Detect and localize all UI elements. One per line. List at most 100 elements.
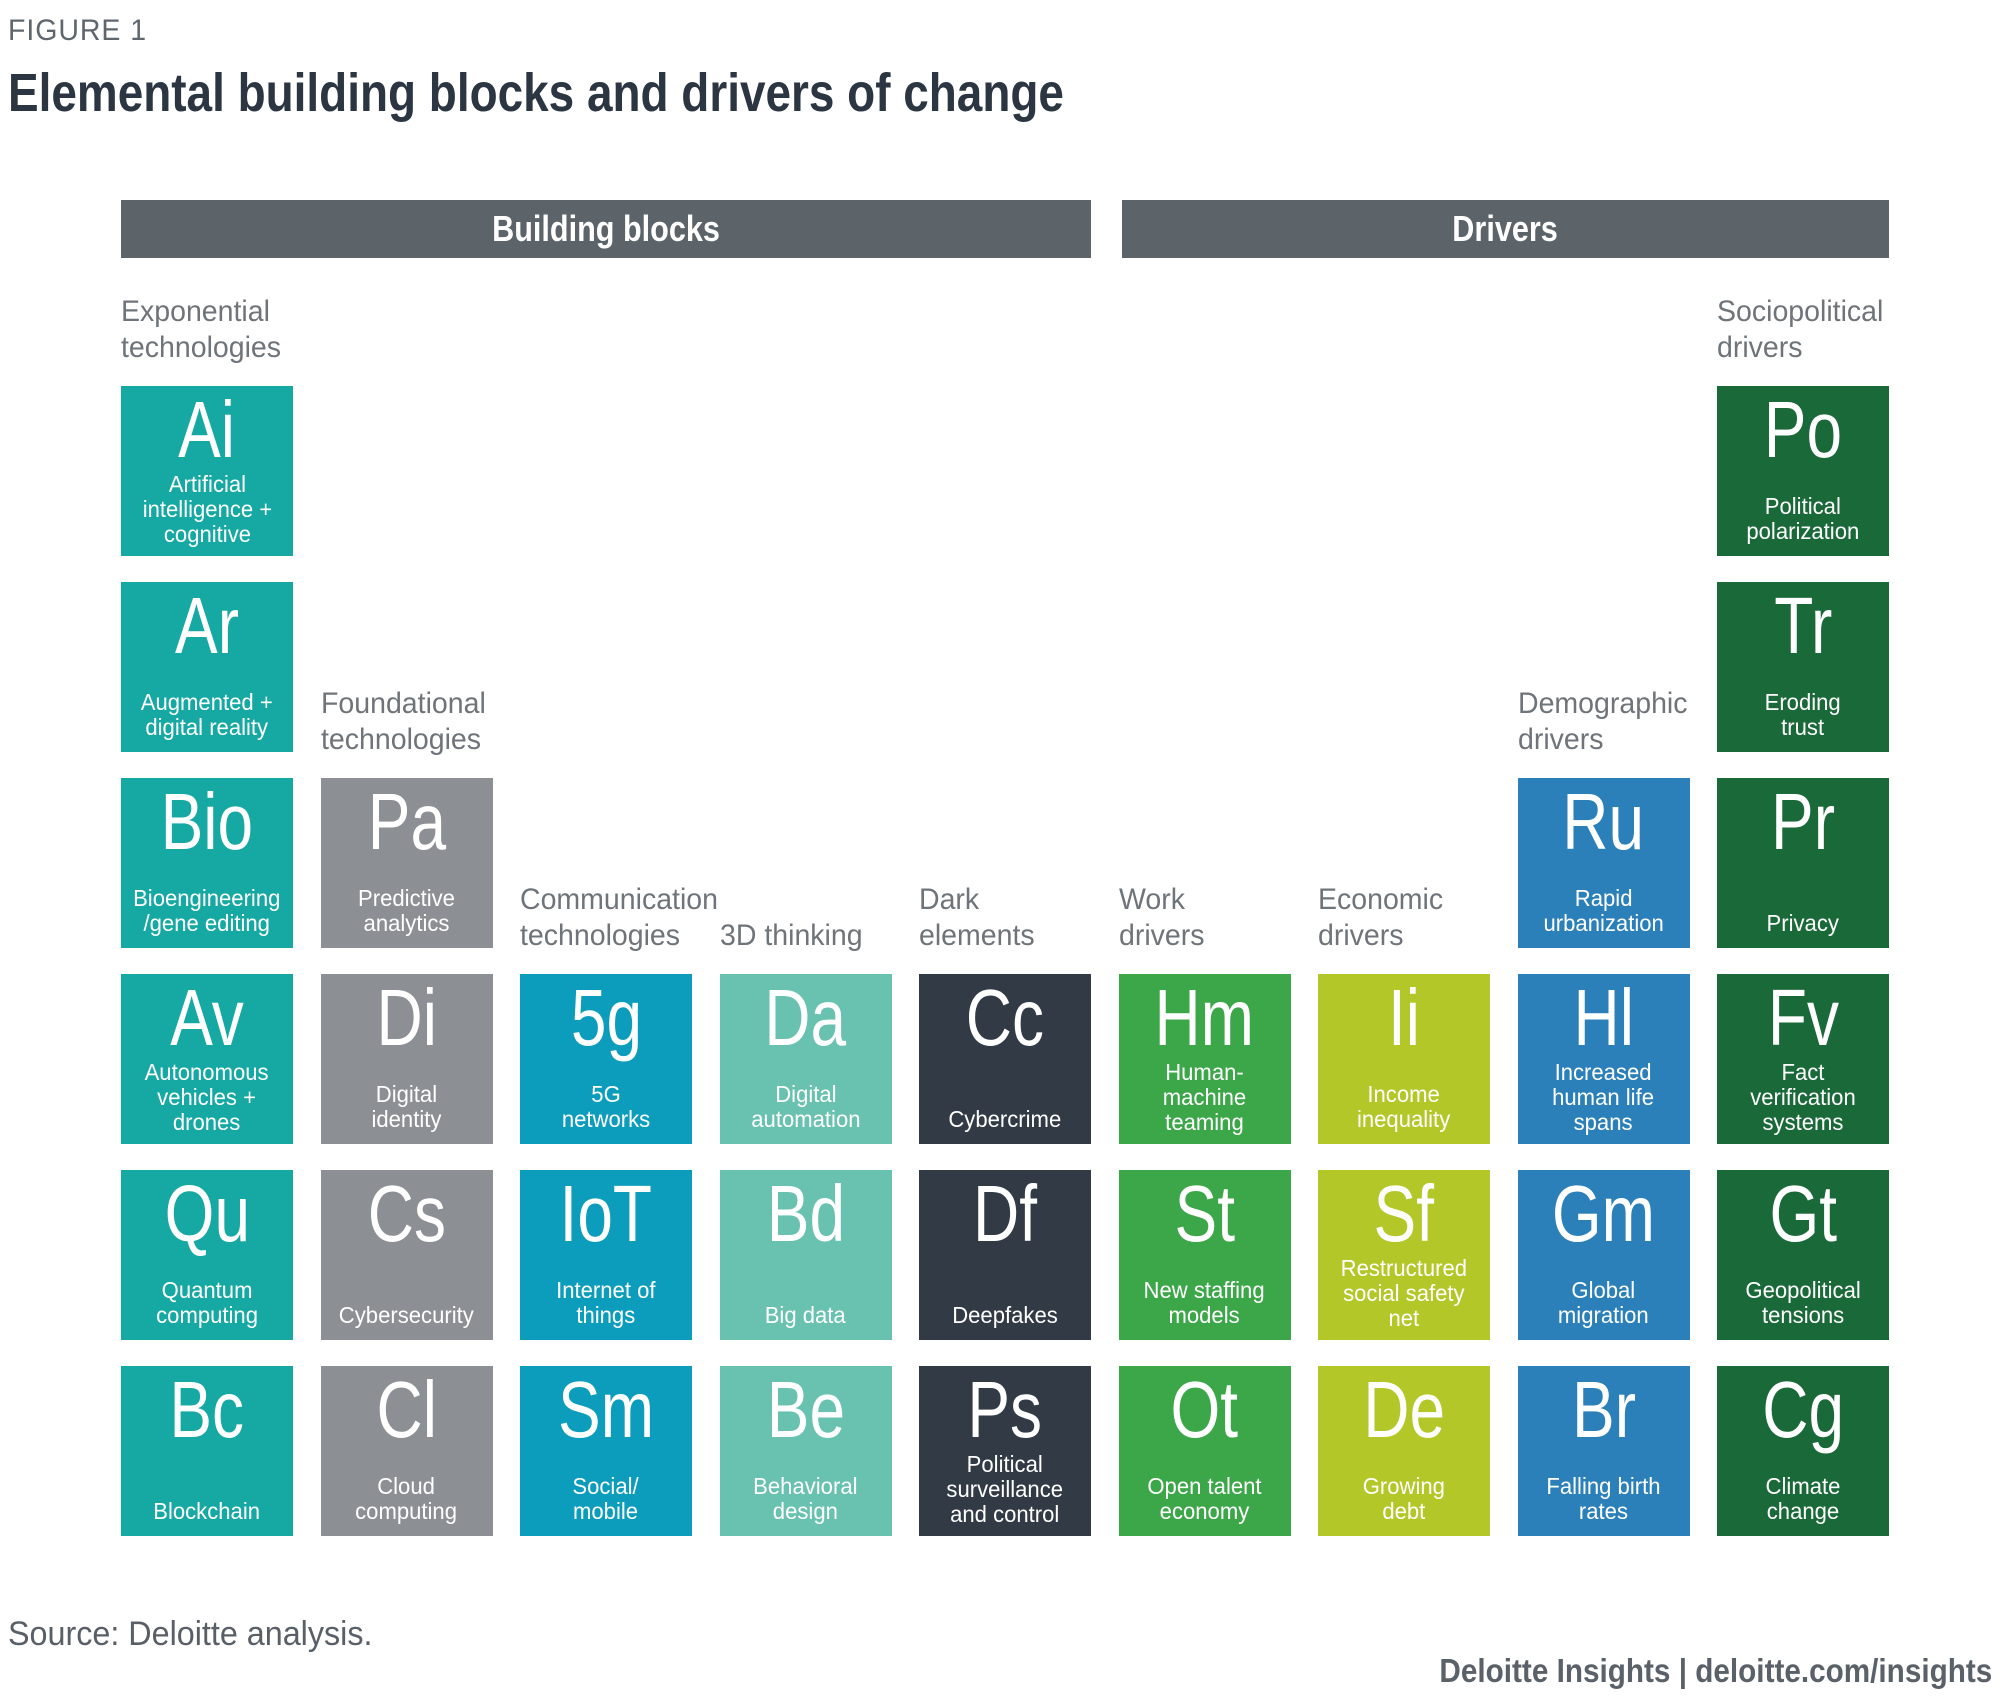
element-name: Augmented + digital reality (141, 689, 273, 740)
element-tile-Bio: Bio Bioengineering /gene editing (121, 778, 293, 948)
element-tile-St: St New staffing models (1118, 1169, 1291, 1340)
element-tile-Pr: Pr Privacy (1717, 778, 1889, 948)
group-header-drivers-label: Drivers (1452, 208, 1559, 249)
element-symbol: Hm (1154, 973, 1255, 1062)
element-symbol: Av (170, 973, 244, 1062)
element-tile-Di: Di Digital identity (320, 973, 493, 1144)
element-name: Autonomous vehicles + drones (145, 1059, 269, 1135)
element-name: Privacy (1766, 910, 1840, 936)
element-tile-Bc: Bc Blockchain (121, 1366, 293, 1536)
element-symbol: 5g (570, 973, 642, 1062)
element-tile-Gt: Gt Geopolitical tensions (1717, 1170, 1889, 1340)
element-name: Increased human life spans (1552, 1059, 1655, 1135)
element-name: Artificial intelligence + cognitive (142, 471, 272, 547)
element-symbol: Be (766, 1365, 845, 1454)
element-tile-Br: Br Falling birth rates (1517, 1366, 1690, 1536)
element-symbol: Bd (766, 1169, 845, 1258)
element-tile-5g: 5g 5G networks (520, 974, 692, 1144)
element-symbol: Bio (160, 777, 254, 866)
element-tile-Be: Be Behavioral design (719, 1365, 892, 1536)
element-symbol: Df (973, 1169, 1037, 1258)
element-tile-Ii: Ii Income inequality (1318, 974, 1490, 1144)
element-symbol: Bc (169, 1365, 245, 1454)
element-name: Eroding trust (1764, 689, 1842, 740)
element-symbol: Cc (965, 973, 1045, 1062)
element-name: Restructured social safety net (1340, 1255, 1468, 1331)
element-name: Behavioral design (753, 1473, 858, 1524)
element-name: Bioengineering /gene editing (133, 885, 281, 936)
element-name: Digital automation (750, 1081, 861, 1132)
element-name: Open talent economy (1147, 1473, 1262, 1524)
element-symbol: Cs (367, 1169, 446, 1258)
element-tile-De: De Growing debt (1318, 1366, 1490, 1536)
element-tile-Cc: Cc Cybercrime (919, 974, 1091, 1144)
element-symbol: IoT (559, 1169, 653, 1258)
column-label-demographic-drivers: Demographic drivers (1517, 687, 1688, 756)
element-tile-Gm: Gm Global migration (1517, 1169, 1690, 1340)
group-header-building-blocks-label: Building blocks (492, 208, 720, 249)
element-name: Human- machine teaming (1162, 1059, 1247, 1135)
column-label-communication-technologies: Communication technologies (520, 883, 719, 952)
column-label-foundational-technologies: Foundational technologies (320, 687, 486, 756)
element-name: Growing debt (1362, 1473, 1446, 1524)
element-name: Blockchain (153, 1498, 261, 1524)
element-tile-Po: Po Political polarization (1717, 386, 1889, 556)
element-name: Climate change (1765, 1473, 1841, 1524)
element-tile-Cl: Cl Cloud computing (320, 1365, 493, 1536)
element-tile-Da: Da Digital automation (719, 973, 892, 1144)
element-tile-Cg: Cg Climate change (1717, 1366, 1889, 1536)
element-tile-Fv: Fv Fact verification systems (1717, 974, 1889, 1144)
element-name: Falling birth rates (1546, 1473, 1661, 1524)
element-symbol: St (1174, 1169, 1235, 1258)
element-symbol: Pa (367, 777, 446, 866)
element-tile-Hm: Hm Human- machine teaming (1118, 973, 1291, 1144)
column-label-dark-elements: Dark elements (919, 883, 1035, 952)
element-symbol: De (1363, 1365, 1445, 1454)
element-tile-Ot: Ot Open talent economy (1118, 1366, 1291, 1536)
element-symbol: Tr (1773, 581, 1833, 670)
element-symbol: Qu (164, 1169, 250, 1258)
element-tile-IoT: IoT Internet of things (520, 1170, 692, 1340)
element-symbol: Gm (1551, 1169, 1656, 1258)
element-name: Quantum computing (156, 1277, 258, 1328)
element-name: Big data (764, 1302, 847, 1328)
element-tile-Hl: Hl Increased human life spans (1517, 974, 1690, 1144)
element-tile-Sf: Sf Restructured social safety net (1318, 1170, 1490, 1340)
element-name: Global migration (1558, 1277, 1649, 1328)
element-name: Deepfakes (952, 1302, 1058, 1328)
figure-title: Elemental building blocks and drivers of… (8, 63, 1064, 123)
column-label-3d-thinking: 3D thinking (719, 919, 863, 952)
element-symbol: Cl (376, 1365, 437, 1454)
element-name: Income inequality (1357, 1081, 1451, 1132)
element-name: Cloud computing (355, 1473, 458, 1524)
source-note: Source: Deloitte analysis. (8, 1615, 373, 1653)
element-name: Internet of things (556, 1277, 656, 1328)
element-symbol: Sm (558, 1365, 654, 1454)
element-tile-Av: Av Autonomous vehicles + drones (121, 974, 293, 1144)
element-symbol: Ii (1388, 973, 1420, 1062)
deloitte-insights-footer: Deloitte Insights | deloitte.com/insight… (1439, 1652, 1992, 1689)
element-symbol: Pr (1771, 777, 1835, 866)
element-tile-Ai: Ai Artificial intelligence + cognitive (121, 386, 293, 556)
element-tile-Ar: Ar Augmented + digital reality (121, 582, 293, 752)
element-name: Political surveillance and control (946, 1451, 1064, 1527)
element-tile-Cs: Cs Cybersecurity (320, 1169, 493, 1340)
element-name: Social/ mobile (572, 1473, 640, 1524)
element-symbol: Fv (1767, 973, 1839, 1062)
element-tile-Sm: Sm Social/ mobile (520, 1366, 692, 1536)
group-header-drivers: Drivers (1122, 200, 1889, 258)
element-symbol: Ai (178, 385, 236, 474)
column-label-economic-drivers: Economic drivers (1318, 883, 1444, 952)
element-symbol: Ar (175, 581, 239, 670)
group-header-building-blocks: Building blocks (121, 200, 1091, 258)
element-name: Rapid urbanization (1543, 885, 1664, 936)
column-label-sociopolitical-drivers: Sociopolitical drivers (1717, 295, 1884, 364)
element-symbol: Di (376, 973, 437, 1062)
element-symbol: Po (1763, 385, 1843, 474)
element-symbol: Cg (1762, 1365, 1844, 1454)
element-symbol: Sf (1373, 1169, 1435, 1258)
element-symbol: Da (764, 973, 847, 1062)
element-name: New staffing models (1143, 1277, 1266, 1328)
column-label-work-drivers: Work drivers (1118, 883, 1205, 952)
